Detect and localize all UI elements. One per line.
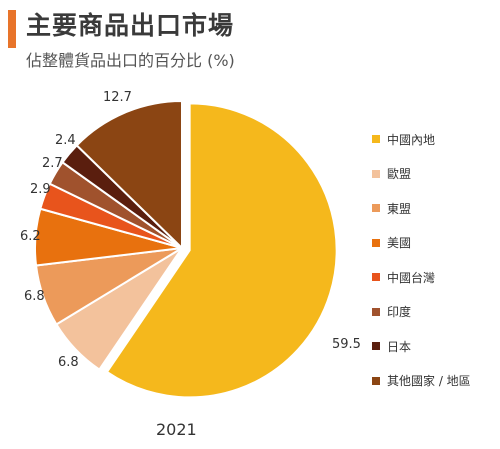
slice-value-label-7: 12.7 [103, 90, 132, 105]
legend-swatch [372, 204, 380, 213]
legend-label: 美國 [387, 236, 412, 251]
pie-slice-0 [105, 102, 338, 399]
legend-swatch [372, 342, 380, 351]
legend-swatch [372, 169, 380, 178]
slice-value-label-0: 59.5 [332, 337, 361, 352]
slice-value-label-3: 6.2 [20, 229, 41, 244]
legend-item-0: 中國內地 [372, 122, 500, 157]
legend-swatch [372, 135, 380, 144]
legend-label: 歐盟 [387, 167, 412, 182]
legend-swatch [372, 238, 380, 247]
legend-item-3: 美國 [372, 226, 500, 261]
legend-label: 日本 [387, 339, 412, 354]
legend-label: 中國內地 [387, 132, 436, 147]
title-accent-bar [8, 10, 16, 48]
legend-swatch [372, 273, 380, 282]
chart-title: 主要商品出口市場 [26, 11, 235, 40]
chart-subtitle: 佔整體貨品出口的百分比 (%) [26, 51, 235, 70]
legend-item-2: 東盟 [372, 191, 500, 226]
legend-swatch [372, 376, 380, 385]
legend-label: 其他國家 / 地區 [387, 374, 471, 389]
legend-label: 印度 [387, 305, 412, 320]
pie-slice-7 [75, 99, 183, 251]
legend-label: 中國台灣 [387, 270, 436, 285]
legend-item-5: 印度 [372, 295, 500, 330]
chart-year-label: 2021 [156, 420, 197, 439]
legend-label: 東盟 [387, 201, 412, 216]
chart-legend: 中國內地歐盟東盟美國中國台灣印度日本其他國家 / 地區 [372, 122, 500, 398]
legend-item-1: 歐盟 [372, 157, 500, 192]
legend-item-4: 中國台灣 [372, 260, 500, 295]
legend-item-6: 日本 [372, 329, 500, 364]
slice-value-label-2: 6.8 [24, 289, 45, 304]
slice-value-label-6: 2.4 [55, 133, 76, 148]
slice-value-label-5: 2.7 [42, 156, 63, 171]
slice-value-label-4: 2.9 [30, 182, 51, 197]
slice-value-label-1: 6.8 [58, 355, 79, 370]
legend-swatch [372, 307, 380, 316]
legend-item-7: 其他國家 / 地區 [372, 364, 500, 399]
